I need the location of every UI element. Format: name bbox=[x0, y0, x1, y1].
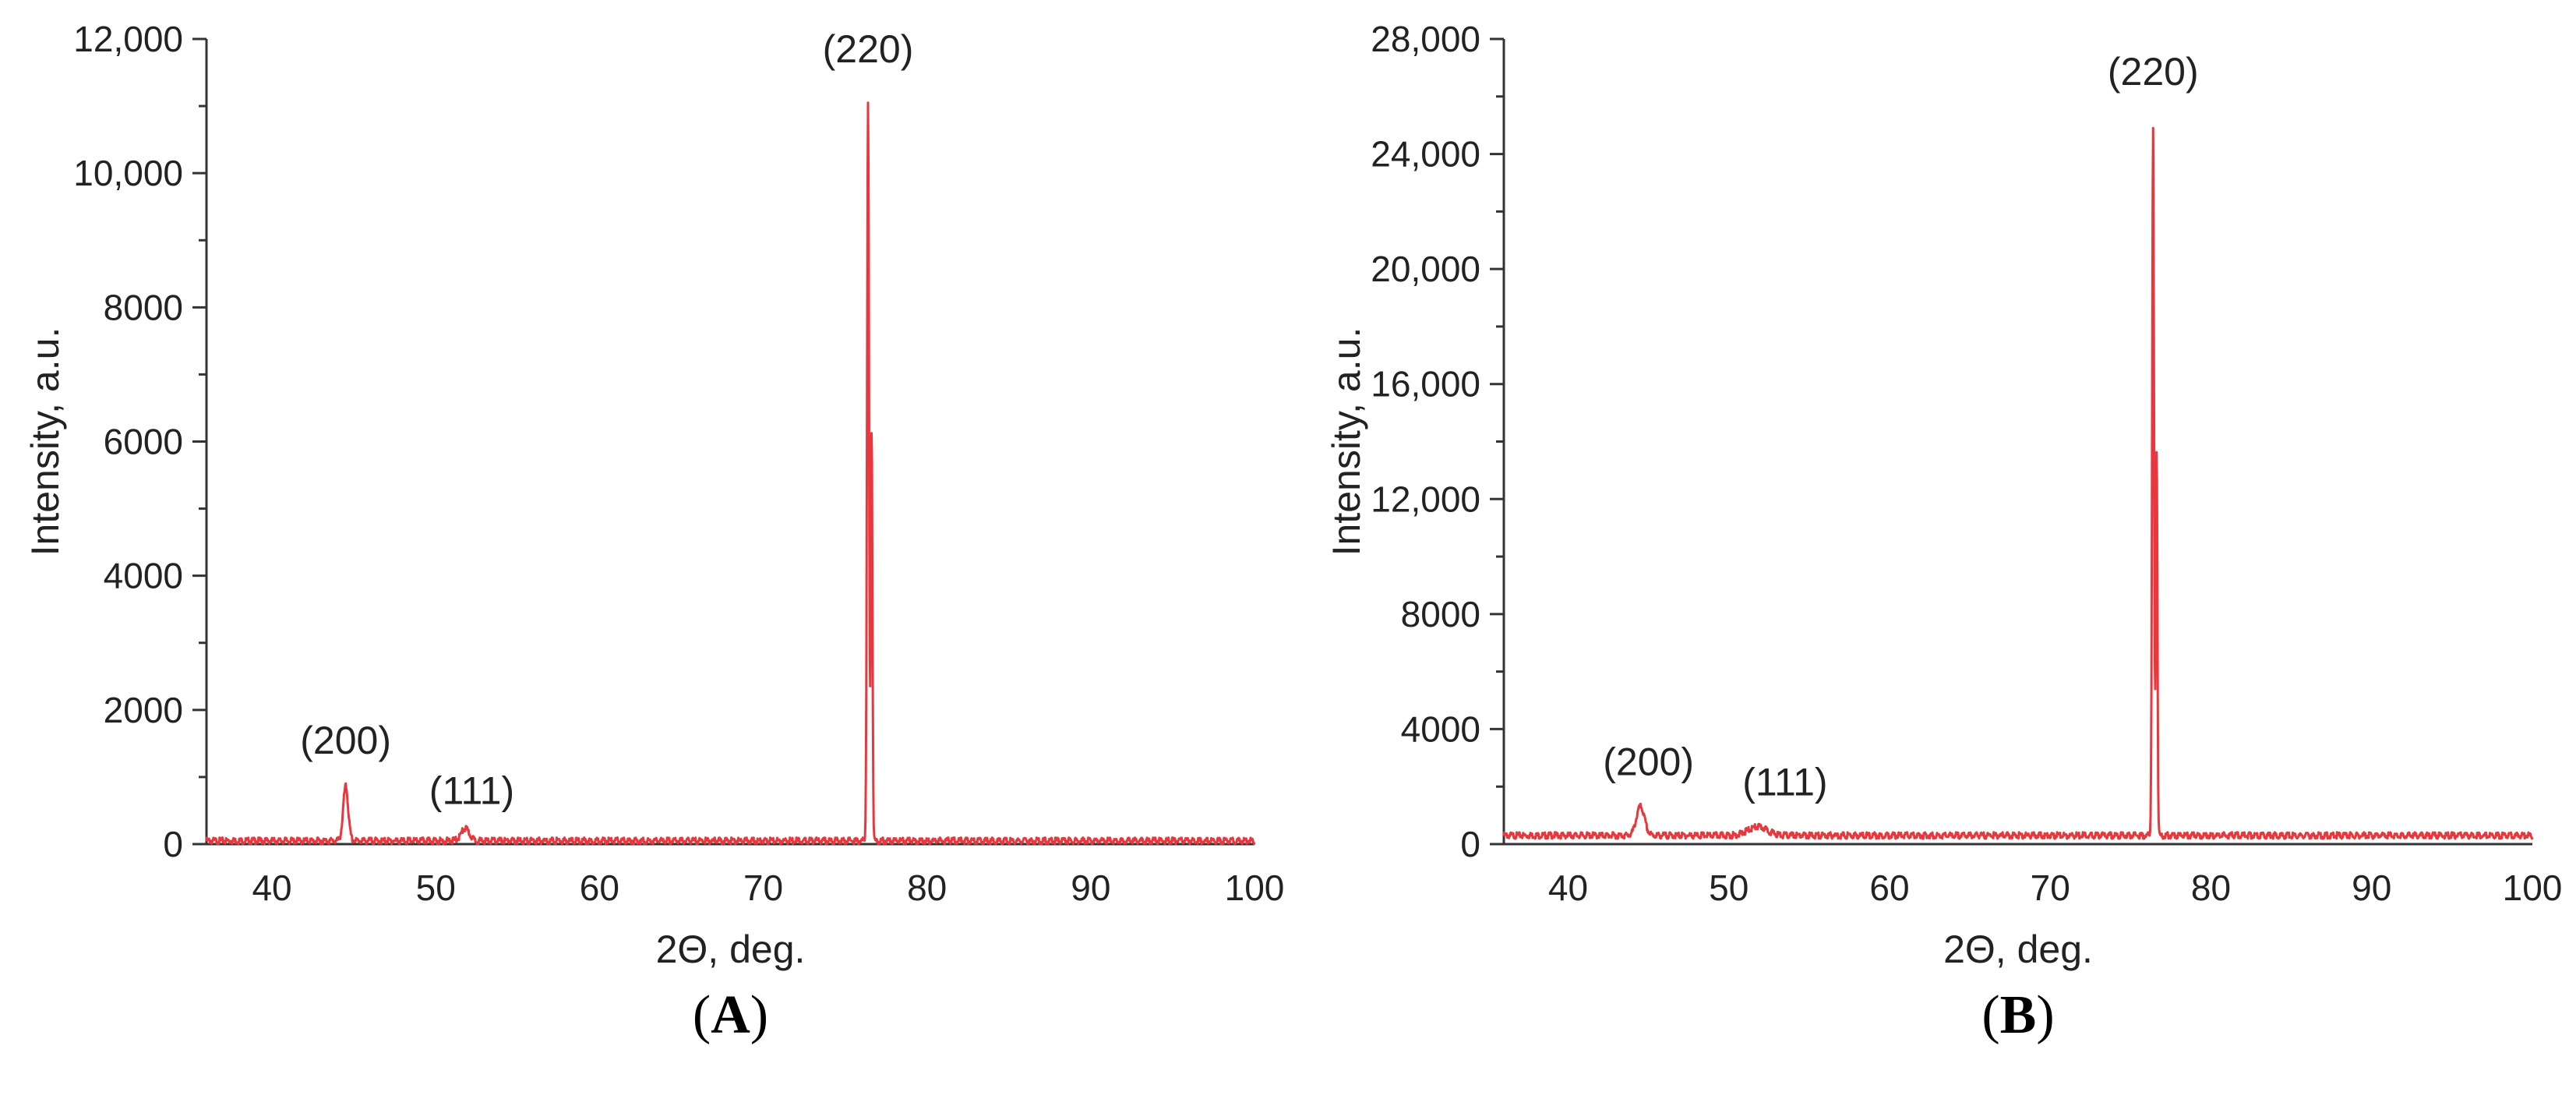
x-tick-label: 50 bbox=[416, 867, 456, 908]
x-tick-label: 50 bbox=[1709, 867, 1749, 908]
panel-letter: (B) bbox=[1981, 985, 2054, 1045]
peak-label: (220) bbox=[823, 27, 914, 71]
panel-letter: (A) bbox=[693, 985, 768, 1045]
x-axis-label: 2Θ, deg. bbox=[1943, 928, 2093, 971]
x-tick-label: 40 bbox=[252, 867, 291, 908]
peak-label: (111) bbox=[1742, 760, 1827, 804]
y-axis-label: Intensity, a.u. bbox=[1325, 327, 1368, 557]
peak-label: (220) bbox=[2108, 50, 2199, 94]
y-tick-label: 4000 bbox=[104, 556, 183, 596]
x-axis-label: 2Θ, deg. bbox=[656, 928, 806, 971]
y-tick-label: 12,000 bbox=[73, 19, 183, 59]
x-tick-label: 80 bbox=[907, 867, 947, 908]
y-tick-label: 16,000 bbox=[1371, 364, 1480, 405]
x-tick-label: 80 bbox=[2191, 867, 2231, 908]
x-tick-label: 90 bbox=[1071, 867, 1110, 908]
diffraction-series-line bbox=[205, 101, 1256, 846]
x-tick-label: 60 bbox=[1869, 867, 1909, 908]
y-tick-label: 28,000 bbox=[1371, 19, 1480, 59]
x-tick-label: 70 bbox=[743, 867, 783, 908]
y-tick-label: 20,000 bbox=[1371, 249, 1480, 289]
peak-label: (111) bbox=[429, 769, 514, 812]
peak-label: (200) bbox=[300, 719, 391, 762]
x-tick-label: 60 bbox=[580, 867, 619, 908]
x-tick-label: 100 bbox=[2503, 867, 2563, 908]
y-axis-label: Intensity, a.u. bbox=[23, 327, 67, 557]
x-tick-label: 40 bbox=[1548, 867, 1588, 908]
x-tick-label: 90 bbox=[2352, 867, 2391, 908]
x-tick-label: 70 bbox=[2031, 867, 2070, 908]
peak-label: (200) bbox=[1603, 740, 1694, 783]
y-tick-label: 10,000 bbox=[73, 153, 183, 193]
y-tick-label: 8000 bbox=[104, 287, 183, 327]
y-tick-label: 24,000 bbox=[1371, 134, 1480, 175]
x-tick-label: 100 bbox=[1225, 867, 1285, 908]
y-tick-label: 12,000 bbox=[1371, 479, 1480, 519]
y-tick-label: 0 bbox=[163, 824, 183, 864]
y-tick-label: 2000 bbox=[104, 690, 183, 730]
y-tick-label: 0 bbox=[1460, 824, 1480, 864]
chart-panel-b: 40 50 60 70 80 90 100 0 4000 8000 12,000 16,000 20,0… bbox=[1325, 19, 2562, 1045]
y-tick-label: 4000 bbox=[1401, 708, 1480, 749]
chart-panel-a: 40 50 60 70 80 90 100 0 2000 4000 6000 8000 10,000 12… bbox=[23, 19, 1284, 1045]
y-tick-label: 8000 bbox=[1401, 594, 1480, 634]
y-tick-label: 6000 bbox=[104, 422, 183, 462]
diffraction-series-line bbox=[1502, 126, 2534, 840]
